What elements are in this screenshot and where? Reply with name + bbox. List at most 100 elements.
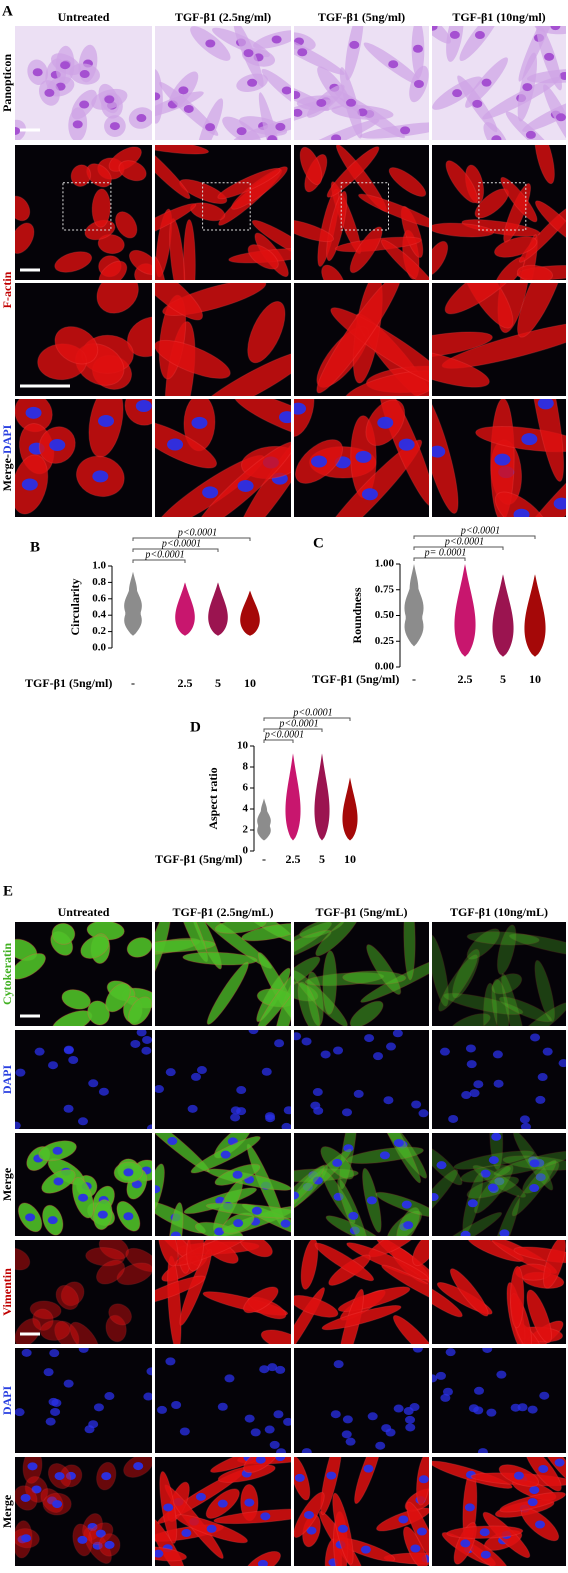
nucleus: [205, 39, 216, 48]
cell: [510, 1002, 566, 1026]
content: [155, 1457, 291, 1566]
nucleus: [250, 1428, 261, 1437]
nucleus: [513, 1471, 524, 1480]
cell: [55, 1284, 80, 1311]
micrograph: [15, 145, 152, 280]
cell: [300, 1240, 319, 1290]
cell: [15, 222, 35, 254]
nucleus: [155, 1549, 164, 1558]
background: [15, 1457, 152, 1566]
cell: [241, 923, 291, 942]
nucleus: [163, 1503, 174, 1512]
content: [294, 1457, 429, 1566]
nucleus: [27, 1462, 38, 1471]
nucleus: [135, 399, 152, 412]
cell: [517, 283, 566, 338]
background: [15, 1348, 152, 1453]
nucleus: [326, 1471, 337, 1480]
nucleus: [494, 453, 511, 466]
nucleus: [52, 1146, 63, 1155]
nucleus: [181, 1529, 192, 1538]
cell: [294, 969, 348, 1026]
cell: [432, 934, 449, 1007]
nucleus: [48, 1061, 59, 1070]
nucleus: [50, 1407, 61, 1416]
nucleus: [345, 1437, 356, 1446]
nucleus: [466, 1060, 477, 1069]
cell: [251, 219, 291, 263]
nucleus: [15, 1121, 21, 1129]
cell: [206, 961, 249, 1025]
nucleus: [44, 88, 55, 97]
nucleus: [276, 1448, 287, 1453]
nucleus: [479, 1528, 490, 1537]
row-label: DAPI: [0, 1386, 14, 1416]
nucleus: [275, 1457, 286, 1462]
nucleus: [251, 1206, 262, 1215]
nucleus: [52, 1500, 63, 1509]
y-tick-label: 0.0: [92, 642, 106, 654]
nucleus: [236, 127, 247, 136]
nucleus: [320, 1050, 331, 1059]
cell: [70, 164, 92, 187]
x-tick-label: 5: [215, 676, 221, 690]
cell: [526, 1289, 552, 1344]
nucleus: [123, 1168, 134, 1177]
nucleus: [477, 1448, 488, 1453]
nucleus: [383, 1096, 394, 1105]
nucleus: [78, 1348, 89, 1353]
cell: [491, 973, 523, 995]
nucleus: [310, 1101, 321, 1110]
nucleus: [232, 1170, 243, 1179]
nucleus: [316, 98, 327, 107]
bracket: [413, 535, 536, 539]
cell: [297, 981, 321, 1026]
cell: [51, 922, 76, 945]
content: [155, 1133, 291, 1236]
nucleus: [363, 1464, 374, 1473]
y-axis-label: Circularity: [68, 578, 82, 635]
nucleus: [136, 114, 147, 123]
nucleus: [136, 1030, 147, 1037]
nucleus: [481, 78, 492, 87]
y-tick-label: 0: [243, 845, 249, 857]
x-axis-label: TGF-β1 (5ng/ml): [25, 676, 112, 690]
nucleus: [432, 26, 438, 31]
nucleus: [88, 1420, 99, 1429]
nucleus: [195, 1492, 206, 1501]
nucleus: [259, 1365, 270, 1374]
annotation: p<0.0001: [144, 549, 184, 560]
nucleus: [47, 1216, 58, 1225]
y-tick-label: 0.50: [375, 609, 395, 621]
nucleus: [230, 1113, 241, 1122]
nucleus: [191, 416, 208, 429]
x-tick-label: -: [412, 672, 416, 686]
nucleus: [405, 1415, 416, 1424]
cell: [432, 348, 490, 388]
nucleus: [355, 450, 372, 463]
nucleus: [206, 1524, 217, 1533]
background: [294, 922, 429, 1026]
nucleus: [267, 1363, 278, 1372]
nucleus: [51, 1398, 62, 1407]
nucleus: [15, 1408, 25, 1417]
micrograph: [15, 1348, 152, 1453]
nucleus: [480, 1550, 491, 1559]
nucleus: [109, 122, 120, 131]
nucleus: [331, 134, 342, 140]
y-tick-label: 0.00: [375, 661, 395, 673]
nucleus: [133, 1462, 144, 1471]
nucleus: [21, 1534, 32, 1543]
row-label: Merge: [0, 1494, 14, 1528]
column-header: TGF-β1 (5ng/mL): [316, 905, 408, 919]
nucleus: [513, 508, 530, 517]
nucleus: [379, 1151, 390, 1160]
nucleus: [264, 1425, 275, 1434]
micrograph: [294, 1457, 429, 1566]
nucleus: [248, 1030, 259, 1035]
nucleus: [491, 1133, 502, 1141]
nucleus: [398, 1515, 409, 1524]
nucleus: [224, 1374, 235, 1383]
nucleus: [77, 1117, 88, 1126]
content: [294, 26, 429, 140]
